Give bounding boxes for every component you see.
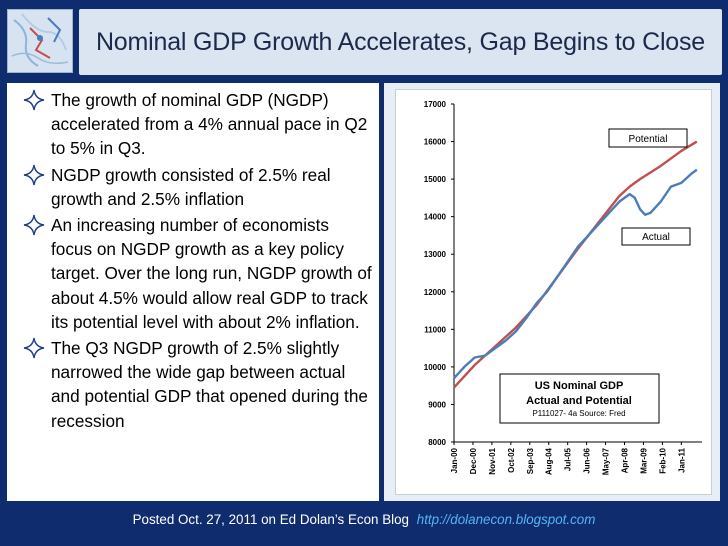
blog-link[interactable]: http://dolanecon.blogspot.com: [416, 512, 596, 527]
footer-text: Posted Oct. 27, 2011 on Ed Dolan’s Econ …: [132, 512, 410, 527]
bullet-list: The growth of nominal GDP (NGDP) acceler…: [15, 88, 373, 433]
diamond-star-icon: [23, 89, 45, 111]
chart-title-box: US Nominal GDP Actual and Potential P111…: [499, 373, 660, 424]
text-panel: The growth of nominal GDP (NGDP) acceler…: [7, 83, 379, 501]
y-tick-label: 15000: [424, 175, 447, 184]
x-tick-label: Jan-00: [450, 447, 459, 473]
x-tick-label: Dec-00: [469, 447, 478, 474]
x-tick-label: Jun-06: [583, 447, 592, 473]
x-tick-label: Aug-04: [545, 447, 554, 475]
x-tick-label: Sep-03: [526, 447, 535, 474]
potential-label: Potential: [629, 134, 668, 145]
y-tick-label: 13000: [424, 250, 447, 259]
title-bar: Nominal GDP Growth Accelerates, Gap Begi…: [79, 9, 722, 75]
x-tick-label: Oct-02: [507, 447, 516, 472]
bullet-text: An increasing number of economists focus…: [51, 215, 372, 332]
x-tick-label: Jan-11: [677, 447, 686, 472]
actual-callout: Actual: [621, 227, 691, 246]
x-tick-label: Nov-01: [488, 447, 497, 474]
chart-source-note: P111027- 4a Source: Fred: [532, 409, 625, 418]
x-tick-label: Jul-05: [564, 447, 573, 471]
x-tick-label: Mar-09: [639, 447, 648, 473]
bullet-item: NGDP growth consisted of 2.5% real growt…: [15, 163, 373, 211]
x-tick-label: Feb-10: [658, 447, 667, 473]
x-tick-label: May-07: [602, 447, 611, 475]
chart-title: US Nominal GDP: [535, 380, 624, 392]
chart-frame: 17000 16000 15000 14000 13000 12000 11000 10000…: [384, 83, 720, 501]
y-tick-label: 17000: [424, 100, 447, 109]
bullet-item: The growth of nominal GDP (NGDP) acceler…: [15, 88, 373, 161]
bullet-text: The growth of nominal GDP (NGDP) acceler…: [51, 90, 368, 159]
gdp-line-chart: 17000 16000 15000 14000 13000 12000 11000 10000…: [424, 100, 702, 475]
y-tick-label: 9000: [428, 400, 446, 409]
y-tick-label: 8000: [428, 438, 446, 447]
y-tick-label: 11000: [424, 325, 446, 334]
y-tick-label: 12000: [424, 288, 447, 297]
y-tick-label: 14000: [424, 213, 447, 222]
series-line-actual: [453, 168, 698, 379]
bullet-text: The Q3 NGDP growth of 2.5% slightly narr…: [51, 338, 368, 431]
y-tick-label: 16000: [424, 138, 447, 147]
diamond-star-icon: [23, 164, 45, 185]
slide-title: Nominal GDP Growth Accelerates, Gap Begi…: [95, 27, 706, 56]
blog-logo: [7, 9, 73, 73]
y-tick-label: 10000: [424, 363, 447, 372]
diamond-star-icon: [23, 214, 45, 236]
potential-callout: Potential: [608, 128, 688, 148]
chart-panel: 17000 16000 15000 14000 13000 12000 11000 10000…: [395, 89, 712, 495]
logo-graphic-icon: [8, 10, 72, 72]
bullet-item: An increasing number of economists focus…: [15, 213, 373, 334]
x-tick-label: Apr-08: [621, 447, 630, 473]
actual-label: Actual: [642, 232, 670, 243]
footer: Posted Oct. 27, 2011 on Ed Dolan’s Econ …: [0, 512, 728, 527]
diamond-star-icon: [23, 337, 45, 359]
bullet-text: NGDP growth consisted of 2.5% real growt…: [51, 164, 331, 209]
bullet-item: The Q3 NGDP growth of 2.5% slightly narr…: [15, 336, 373, 433]
chart-subtitle: Actual and Potential: [526, 395, 632, 407]
